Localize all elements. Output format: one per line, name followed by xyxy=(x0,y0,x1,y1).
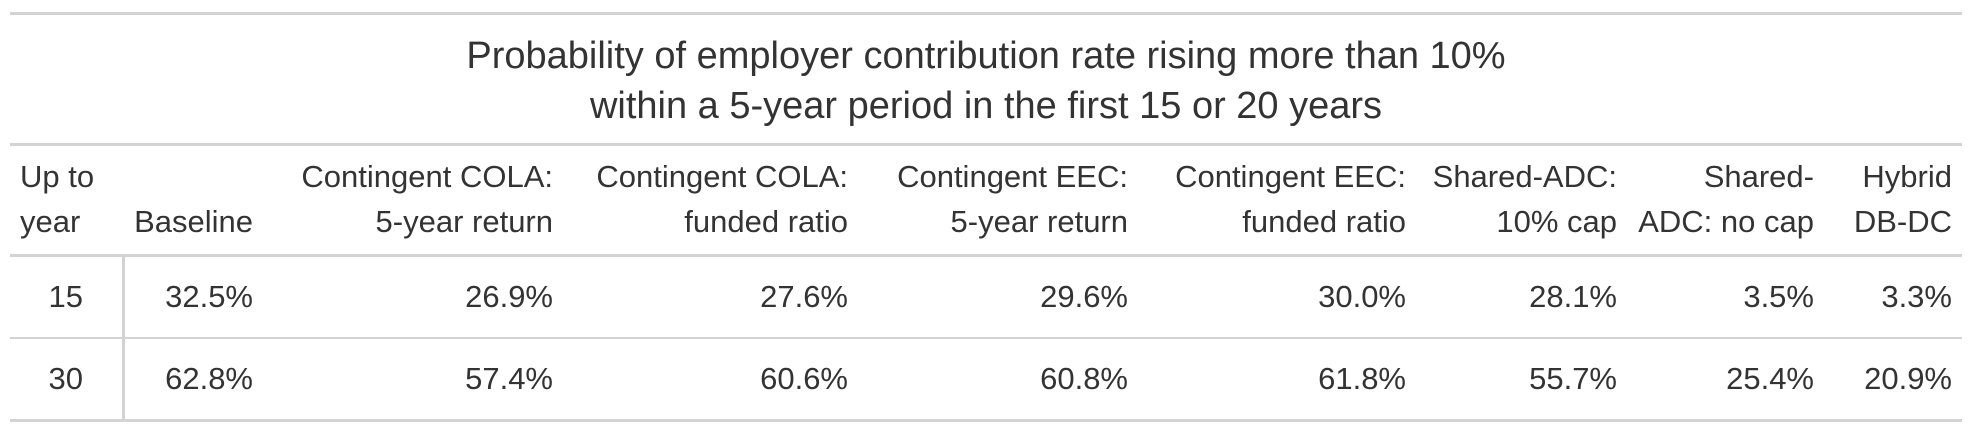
table-cell: 3.3% xyxy=(1824,255,1962,339)
title-line-1: Probability of employer contribution rat… xyxy=(466,35,1506,77)
column-header-shared-adc-cap: Shared-ADC: 10% cap xyxy=(1416,143,1627,257)
table-cell: 60.8% xyxy=(858,338,1138,422)
column-header-shared-adc-nocap: Shared- ADC: no cap xyxy=(1627,143,1824,257)
column-header-cola-funded: Contingent COLA: funded ratio xyxy=(563,143,858,257)
table-cell: 60.6% xyxy=(563,338,858,422)
data-table: Up to year Baseline Contingent COLA: 5-yea… xyxy=(10,143,1962,422)
top-rule xyxy=(10,12,1962,15)
table-cell: 57.4% xyxy=(263,338,563,422)
column-header-eec-return: Contingent EEC: 5-year return xyxy=(858,143,1138,257)
table-cell: 61.8% xyxy=(1138,338,1416,422)
table-cell: 26.9% xyxy=(263,255,563,339)
title-line-2: within a 5-year period in the first 15 o… xyxy=(589,85,1383,127)
row-year-cell: 30 xyxy=(10,338,125,422)
column-header-cola-return: Contingent COLA: 5-year return xyxy=(263,143,563,257)
column-header-hybrid: Hybrid DB-DC xyxy=(1824,143,1962,257)
table-title: Probability of employer contribution rat… xyxy=(10,15,1962,143)
column-header-year: Up to year xyxy=(10,143,123,257)
table-cell: 55.7% xyxy=(1416,338,1627,422)
column-header-eec-funded: Contingent EEC: funded ratio xyxy=(1138,143,1416,257)
table-cell: 32.5% xyxy=(123,255,263,339)
column-header-baseline: Baseline xyxy=(123,143,263,257)
table-cell: 62.8% xyxy=(123,338,263,422)
table-row: 15 32.5% 26.9% 27.6% 29.6% 30.0% 28.1% 3… xyxy=(10,255,1962,339)
table-cell: 30.0% xyxy=(1138,255,1416,339)
table-cell: 25.4% xyxy=(1627,338,1824,422)
header-row: Up to year Baseline Contingent COLA: 5-yea… xyxy=(10,143,1962,257)
table-container: Probability of employer contribution rat… xyxy=(10,12,1962,422)
row-year-cell: 15 xyxy=(10,255,125,339)
table-cell: 27.6% xyxy=(563,255,858,339)
table-cell: 3.5% xyxy=(1627,255,1824,339)
table-cell: 28.1% xyxy=(1416,255,1627,339)
table-row: 30 62.8% 57.4% 60.6% 60.8% 61.8% 55.7% 2… xyxy=(10,338,1962,422)
table-cell: 20.9% xyxy=(1824,338,1962,422)
table-cell: 29.6% xyxy=(858,255,1138,339)
